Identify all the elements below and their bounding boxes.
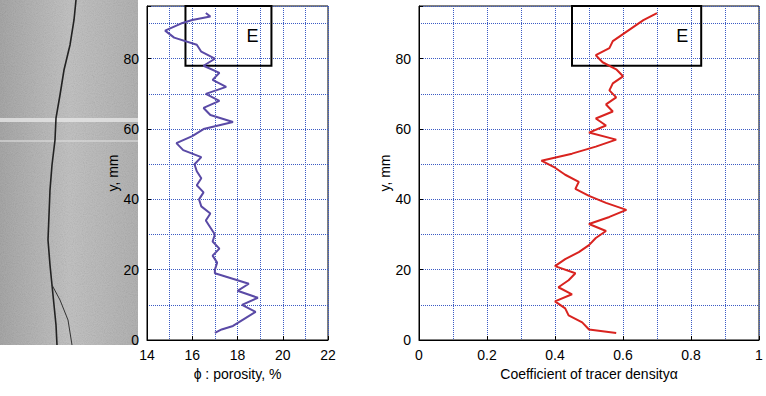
- svg-text:14: 14: [139, 347, 155, 363]
- svg-text:0.8: 0.8: [681, 347, 701, 363]
- svg-text:0: 0: [131, 332, 139, 348]
- svg-text:80: 80: [123, 51, 139, 67]
- svg-text:0.4: 0.4: [545, 347, 565, 363]
- svg-text:18: 18: [230, 347, 246, 363]
- svg-text:80: 80: [395, 51, 411, 67]
- svg-text:60: 60: [123, 121, 139, 137]
- svg-text:20: 20: [123, 262, 139, 278]
- svg-text:E: E: [676, 26, 688, 46]
- svg-text:40: 40: [395, 191, 411, 207]
- svg-text:1: 1: [755, 347, 763, 363]
- svg-text:0: 0: [415, 347, 423, 363]
- svg-text:40: 40: [123, 191, 139, 207]
- svg-text:60: 60: [395, 121, 411, 137]
- svg-text:20: 20: [275, 347, 291, 363]
- svg-text:0.6: 0.6: [613, 347, 633, 363]
- svg-text:y, mm: y, mm: [105, 154, 121, 191]
- svg-text:ϕ : porosity, %: ϕ : porosity, %: [194, 366, 282, 382]
- svg-text:20: 20: [395, 262, 411, 278]
- svg-text:Coefficient of tracer densityα: Coefficient of tracer densityα: [500, 366, 677, 382]
- svg-text:22: 22: [320, 347, 336, 363]
- svg-text:0: 0: [403, 332, 411, 348]
- svg-text:0.2: 0.2: [477, 347, 497, 363]
- svg-text:16: 16: [184, 347, 200, 363]
- svg-text:y, mm: y, mm: [377, 154, 393, 191]
- svg-text:E: E: [246, 26, 258, 46]
